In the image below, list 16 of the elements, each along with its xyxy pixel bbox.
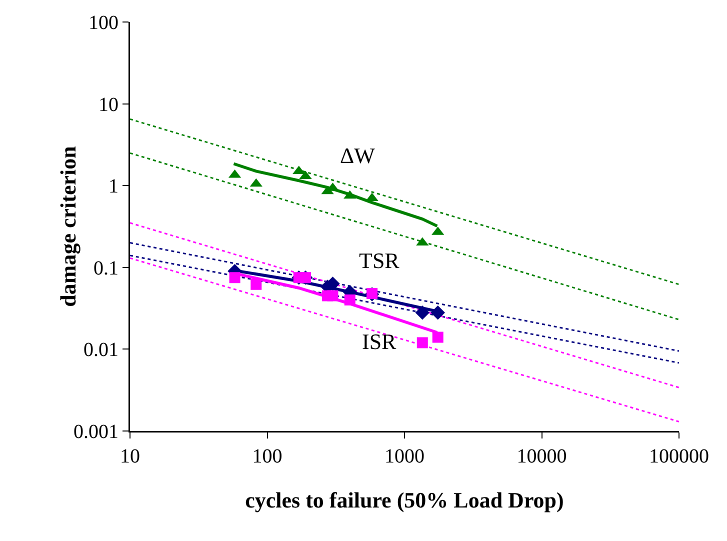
y-tick-label: 0.001 bbox=[74, 421, 118, 443]
x-tick-label: 1000 bbox=[384, 446, 424, 468]
y-tick-label: 0.01 bbox=[84, 339, 118, 362]
series-label: TSR bbox=[359, 248, 400, 273]
x-tick-label: 10000 bbox=[516, 446, 567, 468]
x-tick-label: 100000 bbox=[649, 446, 709, 468]
x-axis-title: cycles to failure (50% Load Drop) bbox=[245, 488, 564, 512]
y-tick-label: 1 bbox=[108, 176, 118, 198]
series-label: ISR bbox=[362, 329, 397, 354]
y-axis-title: damage criterion bbox=[56, 146, 80, 307]
y-tick-label: 10 bbox=[98, 94, 118, 116]
y-tick-label: 0.1 bbox=[94, 257, 118, 280]
series-label: ΔW bbox=[340, 143, 376, 168]
x-tick-label: 100 bbox=[252, 446, 282, 468]
y-tick-label: 100 bbox=[88, 12, 118, 34]
x-tick-label: 10 bbox=[120, 446, 140, 468]
